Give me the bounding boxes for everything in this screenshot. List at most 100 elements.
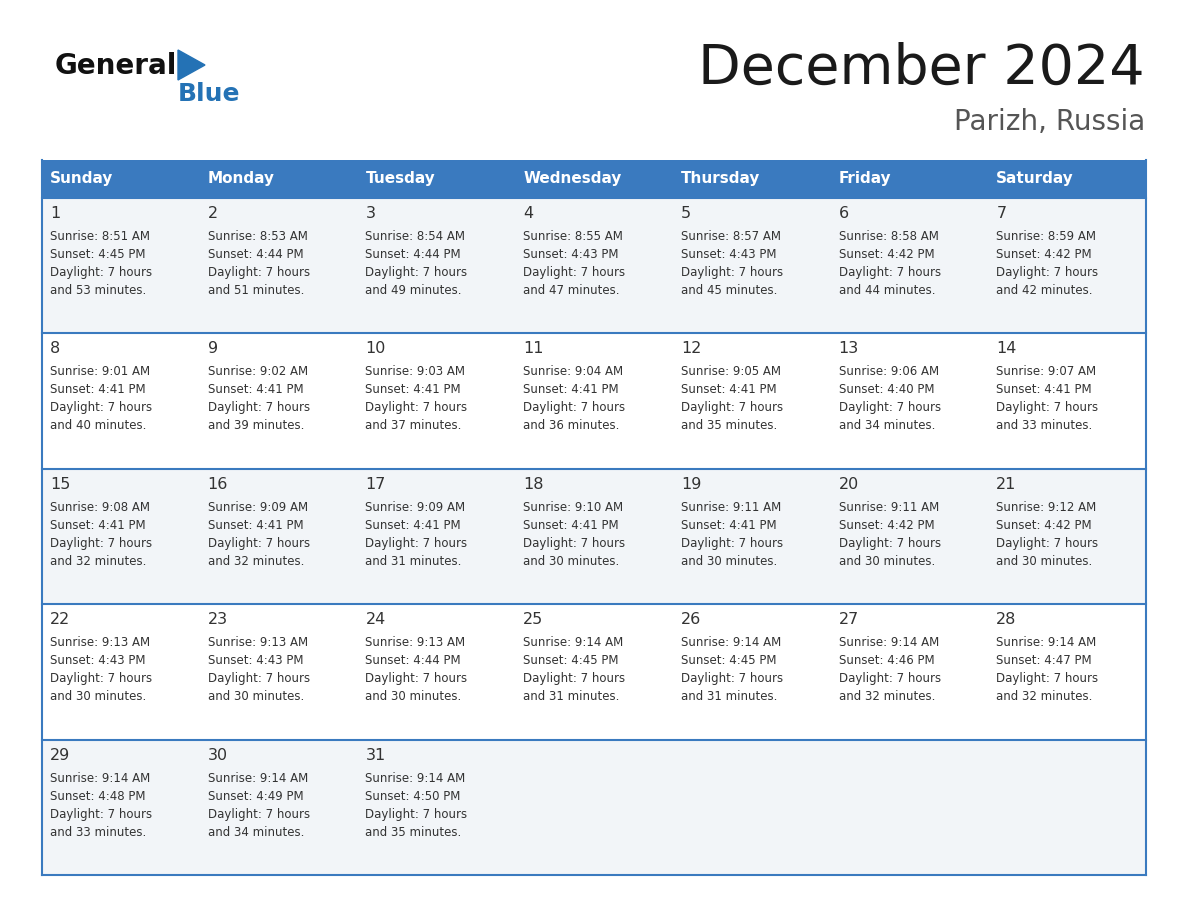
Text: Sunrise: 9:11 AM: Sunrise: 9:11 AM bbox=[839, 501, 939, 514]
Bar bbox=[830, 740, 988, 875]
Text: Sunset: 4:41 PM: Sunset: 4:41 PM bbox=[523, 519, 619, 532]
Text: 13: 13 bbox=[839, 341, 859, 356]
Text: Sunrise: 8:59 AM: Sunrise: 8:59 AM bbox=[997, 230, 1097, 243]
Text: Daylight: 7 hours: Daylight: 7 hours bbox=[208, 672, 310, 685]
Text: and 33 minutes.: and 33 minutes. bbox=[997, 420, 1093, 432]
Text: and 30 minutes.: and 30 minutes. bbox=[523, 554, 619, 568]
Text: and 30 minutes.: and 30 minutes. bbox=[50, 690, 146, 703]
Text: 12: 12 bbox=[681, 341, 701, 356]
Text: Sunset: 4:40 PM: Sunset: 4:40 PM bbox=[839, 384, 934, 397]
Text: Daylight: 7 hours: Daylight: 7 hours bbox=[50, 401, 152, 414]
Bar bbox=[358, 604, 516, 740]
Text: 30: 30 bbox=[208, 747, 228, 763]
Text: Sunrise: 9:04 AM: Sunrise: 9:04 AM bbox=[523, 365, 624, 378]
Text: Daylight: 7 hours: Daylight: 7 hours bbox=[208, 266, 310, 279]
Text: General: General bbox=[55, 52, 177, 80]
Bar bbox=[358, 198, 516, 333]
Bar bbox=[830, 604, 988, 740]
Text: 16: 16 bbox=[208, 476, 228, 492]
Text: and 34 minutes.: and 34 minutes. bbox=[839, 420, 935, 432]
Text: Sunrise: 8:54 AM: Sunrise: 8:54 AM bbox=[366, 230, 466, 243]
Text: Daylight: 7 hours: Daylight: 7 hours bbox=[997, 672, 1099, 685]
Bar bbox=[42, 198, 200, 333]
Text: Sunset: 4:41 PM: Sunset: 4:41 PM bbox=[366, 519, 461, 532]
Text: Sunset: 4:41 PM: Sunset: 4:41 PM bbox=[681, 384, 777, 397]
Text: 22: 22 bbox=[50, 612, 70, 627]
Text: 28: 28 bbox=[997, 612, 1017, 627]
Text: 20: 20 bbox=[839, 476, 859, 492]
Bar bbox=[200, 198, 358, 333]
Text: 14: 14 bbox=[997, 341, 1017, 356]
Text: Daylight: 7 hours: Daylight: 7 hours bbox=[997, 401, 1099, 414]
Bar bbox=[200, 160, 358, 198]
Text: Sunrise: 9:05 AM: Sunrise: 9:05 AM bbox=[681, 365, 781, 378]
Text: Daylight: 7 hours: Daylight: 7 hours bbox=[997, 266, 1099, 279]
Text: Sunrise: 9:12 AM: Sunrise: 9:12 AM bbox=[997, 501, 1097, 514]
Bar bbox=[988, 469, 1146, 604]
Text: and 30 minutes.: and 30 minutes. bbox=[208, 690, 304, 703]
Text: and 32 minutes.: and 32 minutes. bbox=[50, 554, 146, 568]
Text: Wednesday: Wednesday bbox=[523, 172, 621, 186]
Text: Daylight: 7 hours: Daylight: 7 hours bbox=[839, 537, 941, 550]
Text: and 33 minutes.: and 33 minutes. bbox=[50, 825, 146, 839]
Text: 19: 19 bbox=[681, 476, 701, 492]
Text: and 32 minutes.: and 32 minutes. bbox=[208, 554, 304, 568]
Text: and 32 minutes.: and 32 minutes. bbox=[839, 690, 935, 703]
Text: Daylight: 7 hours: Daylight: 7 hours bbox=[839, 266, 941, 279]
Text: Daylight: 7 hours: Daylight: 7 hours bbox=[366, 537, 468, 550]
Bar bbox=[988, 740, 1146, 875]
Text: Sunrise: 8:51 AM: Sunrise: 8:51 AM bbox=[50, 230, 150, 243]
Text: Sunset: 4:42 PM: Sunset: 4:42 PM bbox=[997, 248, 1092, 261]
Text: Daylight: 7 hours: Daylight: 7 hours bbox=[681, 672, 783, 685]
Text: Sunrise: 9:09 AM: Sunrise: 9:09 AM bbox=[208, 501, 308, 514]
Text: Sunrise: 9:14 AM: Sunrise: 9:14 AM bbox=[839, 636, 939, 649]
Text: Tuesday: Tuesday bbox=[366, 172, 435, 186]
Text: Sunrise: 9:08 AM: Sunrise: 9:08 AM bbox=[50, 501, 150, 514]
Text: Sunrise: 8:58 AM: Sunrise: 8:58 AM bbox=[839, 230, 939, 243]
Text: Sunrise: 9:01 AM: Sunrise: 9:01 AM bbox=[50, 365, 150, 378]
Text: Sunset: 4:42 PM: Sunset: 4:42 PM bbox=[997, 519, 1092, 532]
Text: Sunset: 4:47 PM: Sunset: 4:47 PM bbox=[997, 655, 1092, 667]
Text: Sunset: 4:44 PM: Sunset: 4:44 PM bbox=[366, 248, 461, 261]
Bar bbox=[358, 469, 516, 604]
Bar bbox=[200, 333, 358, 469]
Text: Sunset: 4:50 PM: Sunset: 4:50 PM bbox=[366, 789, 461, 802]
Bar bbox=[830, 160, 988, 198]
Text: 8: 8 bbox=[50, 341, 61, 356]
Text: Daylight: 7 hours: Daylight: 7 hours bbox=[366, 808, 468, 821]
Bar bbox=[830, 333, 988, 469]
Text: Sunset: 4:41 PM: Sunset: 4:41 PM bbox=[208, 519, 303, 532]
Text: Daylight: 7 hours: Daylight: 7 hours bbox=[997, 537, 1099, 550]
Text: Sunset: 4:41 PM: Sunset: 4:41 PM bbox=[50, 519, 146, 532]
Text: Daylight: 7 hours: Daylight: 7 hours bbox=[50, 808, 152, 821]
Text: Daylight: 7 hours: Daylight: 7 hours bbox=[50, 266, 152, 279]
Text: and 42 minutes.: and 42 minutes. bbox=[997, 284, 1093, 297]
Text: Blue: Blue bbox=[178, 82, 240, 106]
Text: 3: 3 bbox=[366, 206, 375, 221]
Bar bbox=[42, 160, 200, 198]
Text: Sunset: 4:41 PM: Sunset: 4:41 PM bbox=[681, 519, 777, 532]
Text: Sunrise: 9:13 AM: Sunrise: 9:13 AM bbox=[50, 636, 150, 649]
Text: Daylight: 7 hours: Daylight: 7 hours bbox=[50, 672, 152, 685]
Text: Sunset: 4:41 PM: Sunset: 4:41 PM bbox=[997, 384, 1092, 397]
Text: December 2024: December 2024 bbox=[699, 42, 1145, 96]
Text: Daylight: 7 hours: Daylight: 7 hours bbox=[523, 401, 625, 414]
Text: and 36 minutes.: and 36 minutes. bbox=[523, 420, 619, 432]
Text: 23: 23 bbox=[208, 612, 228, 627]
Text: and 39 minutes.: and 39 minutes. bbox=[208, 420, 304, 432]
Bar bbox=[672, 469, 830, 604]
Text: Sunset: 4:44 PM: Sunset: 4:44 PM bbox=[366, 655, 461, 667]
Text: Daylight: 7 hours: Daylight: 7 hours bbox=[681, 266, 783, 279]
Text: Sunrise: 9:02 AM: Sunrise: 9:02 AM bbox=[208, 365, 308, 378]
Text: 24: 24 bbox=[366, 612, 386, 627]
Text: Sunrise: 9:10 AM: Sunrise: 9:10 AM bbox=[523, 501, 624, 514]
Text: Daylight: 7 hours: Daylight: 7 hours bbox=[839, 401, 941, 414]
Bar bbox=[830, 198, 988, 333]
Text: 11: 11 bbox=[523, 341, 544, 356]
Text: Daylight: 7 hours: Daylight: 7 hours bbox=[208, 537, 310, 550]
Bar bbox=[42, 333, 200, 469]
Text: Sunrise: 9:14 AM: Sunrise: 9:14 AM bbox=[50, 772, 150, 785]
Bar bbox=[516, 604, 672, 740]
Bar bbox=[516, 469, 672, 604]
Text: and 34 minutes.: and 34 minutes. bbox=[208, 825, 304, 839]
